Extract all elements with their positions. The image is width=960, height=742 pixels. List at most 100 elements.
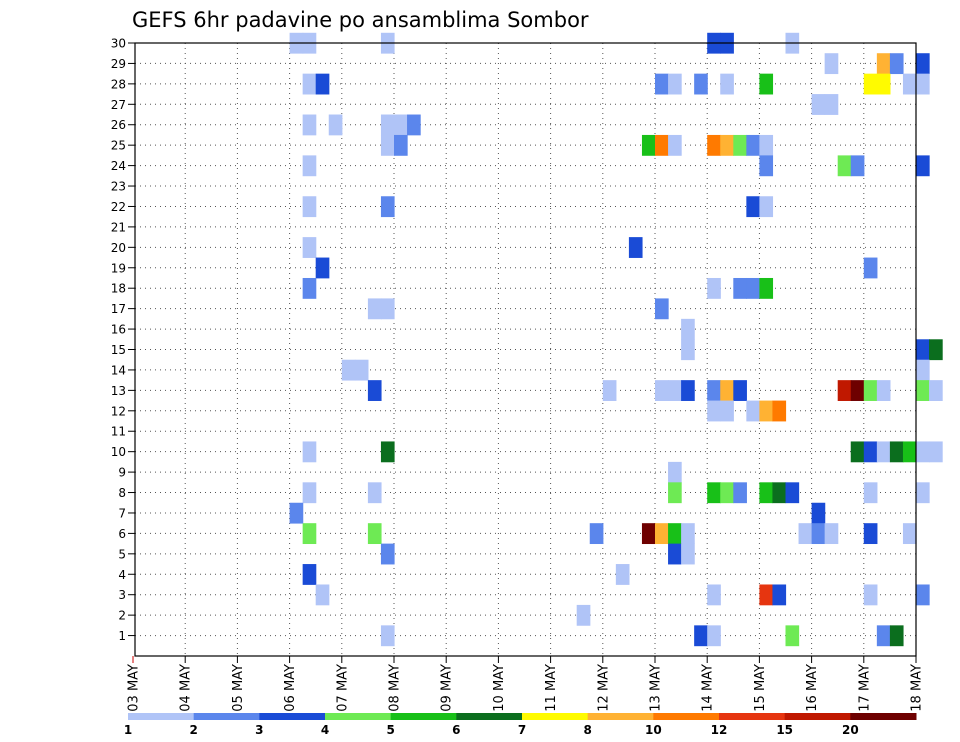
precip-cell [302,155,317,177]
legend-label: 8 [583,723,591,737]
grid-lines [135,42,916,656]
y-tick-label: 4 [118,568,126,582]
precip-cell [863,73,878,95]
precip-cell [824,53,839,75]
x-tick-label: 10 MAY [492,664,507,712]
precip-cell [681,380,695,401]
x-tick-label: 14 MAY [701,664,716,712]
precip-cell [707,134,721,156]
precip-cell [876,73,891,95]
precip-cell [668,134,682,156]
y-tick-label: 25 [111,139,126,153]
precip-cell [668,482,682,504]
y-tick-label: 27 [111,98,126,112]
precip-cell [850,155,865,177]
precip-cell [850,380,865,401]
precip-cell [302,523,317,545]
precip-cell [889,625,904,647]
precip-cell [759,277,774,299]
precip-cell [720,482,734,504]
precip-cell [641,134,656,156]
precip-cell [916,155,930,177]
y-tick-label: 2 [118,609,126,623]
y-tick-label: 1 [118,629,126,643]
x-tick-label: 06 MAY [283,664,298,712]
y-tick-label: 7 [118,506,126,520]
legend-swatch [390,713,457,720]
precip-cell [720,380,734,401]
legend-label: 7 [518,723,526,737]
color-legend: 1 2 3 4 5 6 7 8 10 12 15 20 [124,713,917,737]
precip-cell [863,482,878,504]
legend-swatch [719,713,786,720]
chart-title: GEFS 6hr padavine po ansamblima Sombor [132,8,589,32]
precip-cell [576,604,591,626]
precip-cell [707,482,721,504]
precip-cell [759,73,774,95]
precip-cell [315,73,330,95]
precip-cell [681,318,695,340]
precip-cell [367,380,382,401]
precip-cell [628,237,643,258]
precip-cell [720,73,734,95]
x-tick-label: 12 MAY [596,664,611,712]
precip-cell [720,134,734,156]
precip-cell [302,277,317,299]
y-tick-label: 12 [111,404,126,418]
y-tick-label: 8 [118,486,126,500]
y-tick-label: 15 [111,343,126,357]
precip-cell [302,564,317,585]
precip-cell [302,482,317,504]
precip-cell [367,482,382,504]
precip-cell [707,400,721,422]
precip-cell [863,441,878,463]
y-tick-label: 23 [111,180,126,194]
y-tick-label: 14 [111,363,126,377]
precip-cell [707,380,721,401]
x-tick-label: 16 MAY [805,664,820,712]
precip-cell [759,400,774,422]
precip-cell [929,380,943,401]
precip-cell [733,380,747,401]
precip-cell [837,380,852,401]
precip-cell [707,584,721,606]
precip-cell [746,134,760,156]
precip-cell [916,339,930,361]
precip-cell [916,482,930,504]
precip-cell [863,584,878,606]
x-tick-label: 18 MAY [910,664,925,712]
legend-label: 20 [842,723,859,737]
precip-cell [367,298,382,320]
precip-cell [733,482,747,504]
precip-cell [380,196,395,218]
y-tick-label: 21 [111,220,126,234]
y-tick-label: 11 [111,425,126,439]
y-tick-label: 26 [111,118,126,132]
precip-cell [655,523,669,545]
precip-cell [655,73,669,95]
precip-cell [354,359,369,381]
legend-label: 12 [711,723,728,737]
precip-cell [916,584,930,606]
precip-cell [785,625,800,647]
precip-cell [837,155,852,177]
precip-cell [694,73,708,95]
precip-cell [681,523,695,545]
precip-cell [863,257,878,279]
precip-cell [902,73,917,95]
precip-cell [694,625,708,647]
y-tick-label: 18 [111,282,126,296]
precip-cell [772,584,787,606]
legend-label: 15 [776,723,793,737]
y-tick-label: 29 [111,57,126,71]
precip-cell [824,94,839,115]
precip-cell [759,584,774,606]
precip-cell [302,196,317,218]
precip-cell [889,441,904,463]
precip-cell [902,441,917,463]
precip-cell [407,114,421,136]
precip-cell [759,482,774,504]
y-tick-label: 24 [111,159,126,173]
precip-cell [798,523,813,545]
